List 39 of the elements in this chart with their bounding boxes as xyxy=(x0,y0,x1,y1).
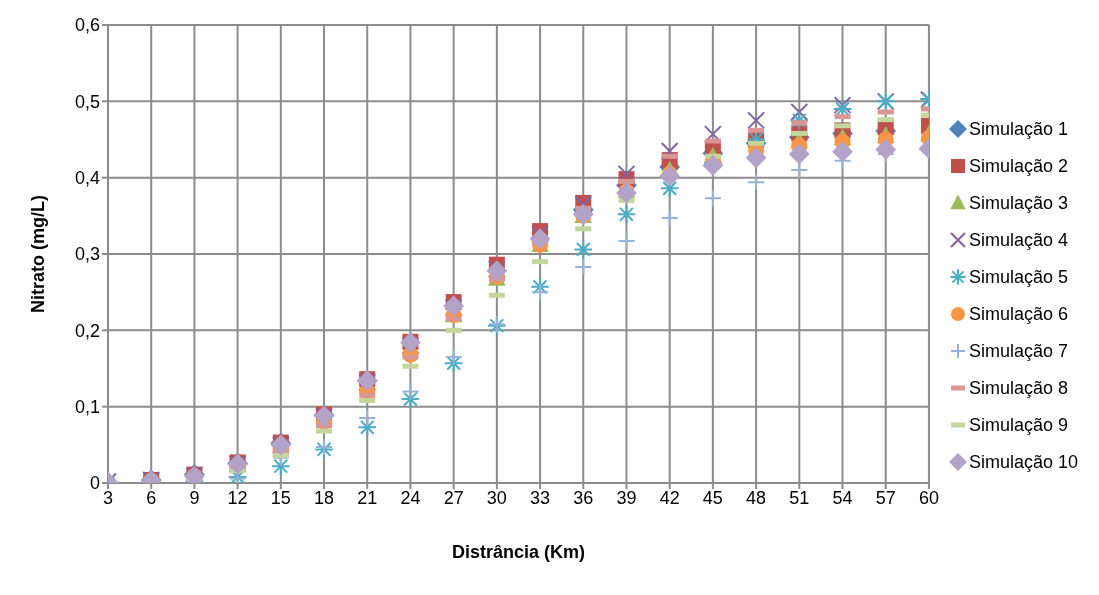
x-tick-label: 3 xyxy=(102,487,114,508)
x-tick-label: 18 xyxy=(314,487,335,508)
x-tick-label: 39 xyxy=(616,487,637,508)
x-tick-label: 57 xyxy=(875,487,896,508)
x-tick-label: 12 xyxy=(227,487,248,508)
y-tick-label: 0,3 xyxy=(74,244,100,265)
y-axis-title: Nitrato (mg/L) xyxy=(28,195,49,313)
x-tick-label: 51 xyxy=(789,487,810,508)
legend-label: Simulação 8 xyxy=(968,377,1068,399)
legend-label: Simulação 6 xyxy=(968,303,1068,325)
x-tick-label: 54 xyxy=(832,487,853,508)
x-tick-label: 21 xyxy=(357,487,378,508)
legend-label: Simulação 1 xyxy=(968,118,1068,140)
y-tick-label: 0,4 xyxy=(74,168,100,189)
x-tick-label: 60 xyxy=(918,487,939,508)
x-tick-label: 33 xyxy=(530,487,551,508)
legend-label: Simulação 7 xyxy=(968,340,1068,362)
y-tick-label: 0,5 xyxy=(74,91,100,112)
x-tick-label: 24 xyxy=(400,487,421,508)
x-tick-label: 27 xyxy=(443,487,464,508)
legend-label: Simulação 4 xyxy=(968,229,1068,251)
y-tick-label: 0,2 xyxy=(74,320,100,341)
y-tick-label: 0,6 xyxy=(74,15,100,36)
legend-label: Simulação 9 xyxy=(968,414,1068,436)
x-tick-label: 6 xyxy=(146,487,157,508)
x-tick-label: 48 xyxy=(746,487,767,508)
x-tick-label: 36 xyxy=(573,487,594,508)
x-tick-label: 30 xyxy=(486,487,507,508)
legend-label: Simulação 3 xyxy=(968,192,1068,214)
legend-label: Simulação 5 xyxy=(968,266,1068,288)
legend-label: Simulação 10 xyxy=(968,451,1078,473)
y-tick-label: 0,1 xyxy=(74,397,100,418)
x-tick-label: 15 xyxy=(270,487,291,508)
legend-label: Simulação 2 xyxy=(968,155,1068,177)
y-tick-label: 0 xyxy=(89,473,100,494)
x-tick-label: 45 xyxy=(702,487,723,508)
x-tick-label: 42 xyxy=(659,487,680,508)
x-tick-label: 9 xyxy=(189,487,200,508)
x-axis-title: Distrância (Km) xyxy=(451,542,585,562)
